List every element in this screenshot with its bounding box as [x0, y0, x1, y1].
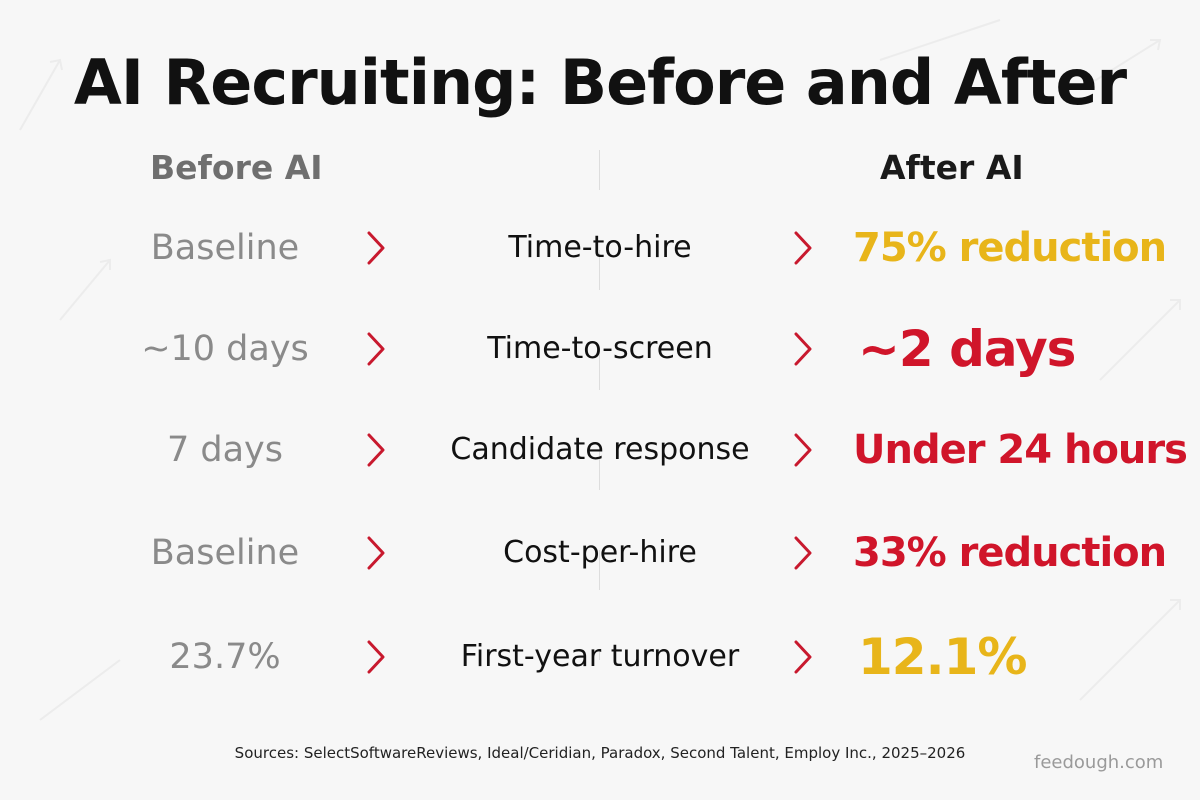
before-value: Baseline [150, 533, 300, 573]
comparison-row: 23.7% First-year turnover 12.1% [0, 617, 1200, 697]
before-value: Baseline [150, 228, 300, 268]
center-divider [599, 150, 600, 660]
chevron-right-icon [783, 617, 823, 697]
chevron-right-icon [356, 309, 396, 389]
metric-label: Candidate response [450, 432, 750, 467]
chevron-right-icon [783, 208, 823, 288]
chevron-right-icon [783, 410, 823, 490]
chevron-right-icon [783, 309, 823, 389]
chevron-right-icon [356, 617, 396, 697]
metric-label: Time-to-screen [487, 331, 713, 366]
comparison-row: Baseline Cost-per-hire 33% reduction [0, 513, 1200, 593]
before-column-header: Before AI [150, 148, 323, 187]
sources-footnote: Sources: SelectSoftwareReviews, Ideal/Ce… [234, 744, 966, 762]
brand-watermark: feedough.com [1034, 752, 1164, 773]
metric-label: Cost-per-hire [503, 535, 697, 570]
before-value: ~10 days [141, 329, 309, 369]
chevron-right-icon [356, 513, 396, 593]
comparison-row: ~10 days Time-to-screen ~2 days [0, 309, 1200, 389]
metric-label: First-year turnover [460, 639, 740, 674]
chevron-right-icon [783, 513, 823, 593]
after-value: 33% reduction [853, 530, 1167, 576]
after-value: ~2 days [858, 320, 1076, 378]
before-value: 7 days [166, 430, 283, 470]
after-value: Under 24 hours [853, 427, 1188, 473]
page-title: AI Recruiting: Before and After [73, 46, 1127, 119]
metric-label: Time-to-hire [508, 230, 692, 265]
before-value: 23.7% [169, 637, 281, 677]
after-value: 12.1% [858, 628, 1027, 686]
comparison-row: 7 days Candidate response Under 24 hours [0, 410, 1200, 490]
comparison-row: Baseline Time-to-hire 75% reduction [0, 208, 1200, 288]
chevron-right-icon [356, 208, 396, 288]
after-value: 75% reduction [853, 225, 1167, 271]
after-column-header: After AI [880, 148, 1024, 187]
chevron-right-icon [356, 410, 396, 490]
